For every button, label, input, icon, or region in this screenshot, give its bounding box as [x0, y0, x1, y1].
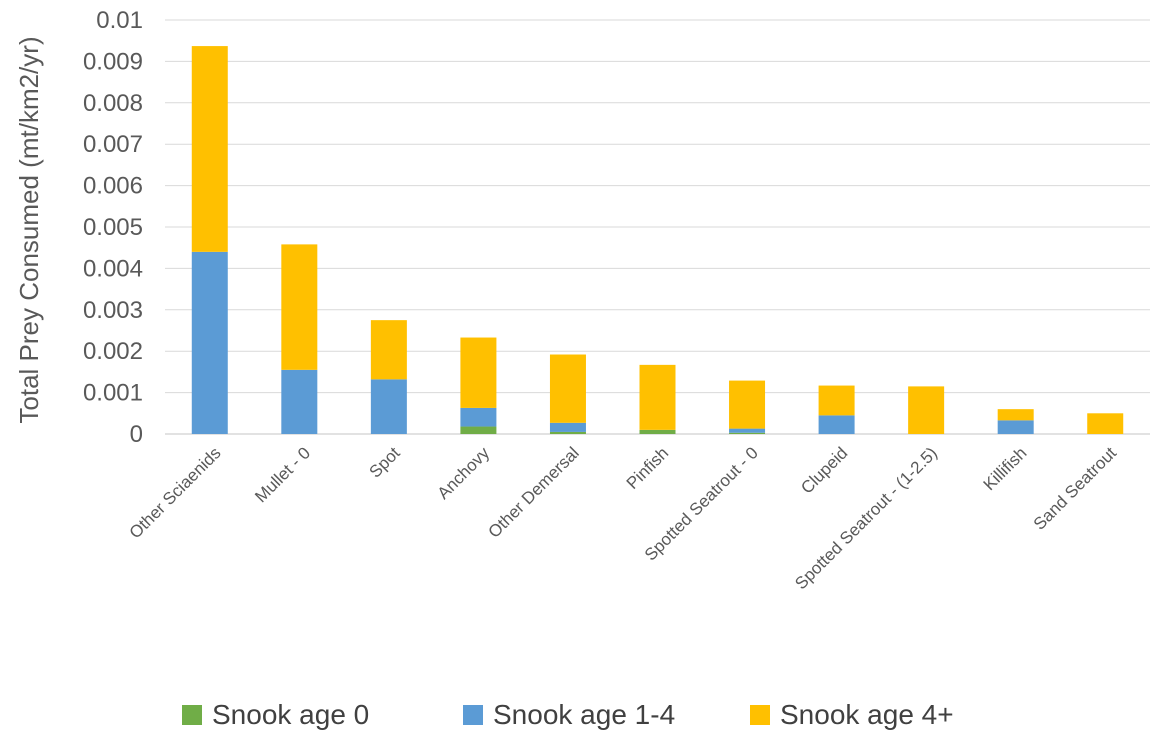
y-tick-label: 0.004	[83, 255, 143, 282]
bar-segment	[818, 385, 855, 416]
legend: Snook age 0 Snook age 1-4 Snook age 4+	[182, 699, 954, 730]
x-tick-label: Clupeid	[797, 443, 851, 497]
legend-label: Snook age 1-4	[493, 699, 675, 730]
x-tick-label: Pinfish	[623, 443, 673, 493]
bar-segment	[997, 420, 1034, 434]
legend-item: Snook age 1-4	[463, 699, 675, 730]
y-tick-label: 0	[130, 421, 143, 448]
x-tick-label: Killifish	[980, 443, 1031, 494]
y-tick-label: 0.008	[83, 90, 143, 117]
bar-segment	[729, 380, 766, 429]
bar-segment	[370, 320, 407, 380]
legend-swatch	[182, 705, 202, 725]
bar-segment	[729, 432, 766, 434]
y-axis: 0 0.001 0.002 0.003 0.004 0.005 0.006 0.007 0.00…	[83, 7, 143, 448]
legend-item: Snook age 0	[182, 699, 369, 730]
bar-segment	[997, 409, 1034, 421]
bar-segment	[460, 337, 497, 408]
bar-segment	[370, 379, 407, 434]
x-tick-label: Anchovy	[434, 443, 494, 503]
x-tick-label: Other Sciaenids	[126, 443, 225, 542]
bar-segment	[639, 364, 676, 430]
bar-segment	[281, 244, 318, 370]
x-axis: Other Sciaenids Mullet - 0 Spot AnchovyOthe…	[126, 443, 1121, 593]
x-tick-label: Mullet - 0	[251, 443, 314, 506]
y-tick-label: 0.003	[83, 297, 143, 324]
legend-item: Snook age 4+	[750, 699, 954, 730]
x-tick-label: Other Demersal	[485, 443, 583, 541]
y-tick-label: 0.01	[96, 7, 143, 34]
x-tick-label: Spotted Seatrout - (1-2.5)	[791, 443, 941, 593]
bar-segment	[549, 422, 586, 432]
bar-segment	[639, 429, 676, 434]
legend-label: Snook age 0	[212, 699, 369, 730]
x-tick-label: Sand Seatrout	[1030, 443, 1120, 533]
bar-segment	[729, 428, 766, 433]
y-axis-label: Total Prey Consumed (mt/km2/yr)	[14, 36, 44, 423]
y-tick-label: 0.005	[83, 214, 143, 241]
y-tick-label: 0.001	[83, 380, 143, 407]
bar-segment	[549, 354, 586, 423]
bar-segment	[191, 46, 228, 252]
bar-segment	[549, 431, 586, 434]
y-tick-label: 0.009	[83, 48, 143, 75]
legend-swatch	[463, 705, 483, 725]
bar-segment	[191, 251, 228, 434]
legend-label: Snook age 4+	[780, 699, 954, 730]
y-tick-label: 0.006	[83, 173, 143, 200]
bar-segment	[460, 407, 497, 427]
bar-segment	[908, 386, 945, 434]
legend-swatch	[750, 705, 770, 725]
bar-segment	[460, 426, 497, 434]
x-tick-label: Spot	[366, 443, 404, 481]
bars	[191, 46, 1124, 434]
y-tick-label: 0.007	[83, 131, 143, 158]
bar-segment	[281, 369, 318, 434]
bar-segment	[1087, 413, 1124, 434]
y-tick-label: 0.002	[83, 338, 143, 365]
gridlines	[165, 19, 1150, 435]
bar-segment	[818, 415, 855, 434]
